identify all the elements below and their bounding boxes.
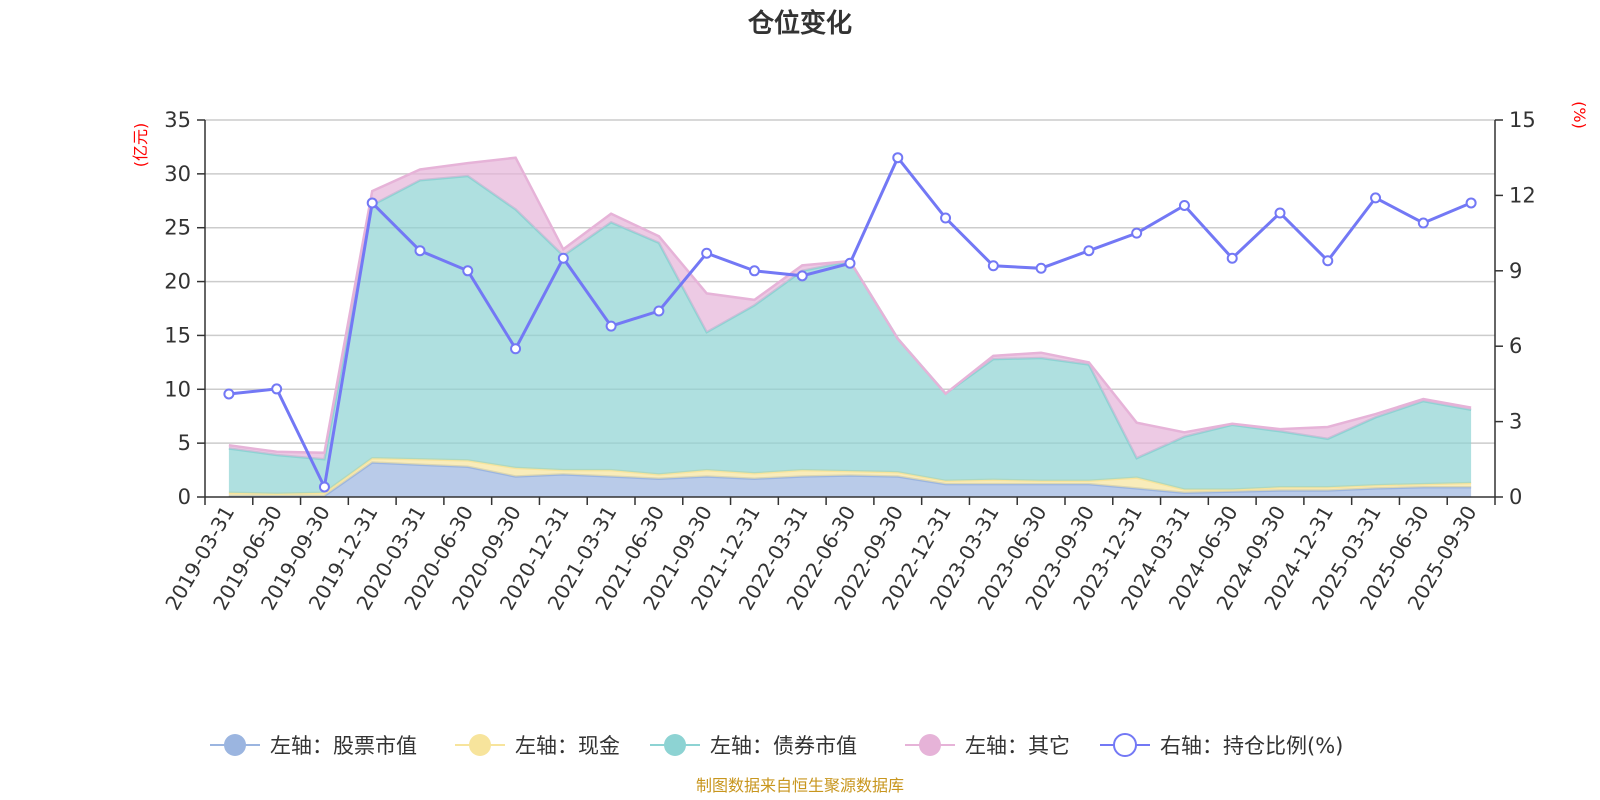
area-左轴：股票市值 xyxy=(228,462,1472,497)
left-axis-tick-label: 25 xyxy=(164,216,191,240)
right-axis-tick-label: 9 xyxy=(1509,259,1522,283)
legend-circle-marker xyxy=(469,734,491,756)
legend-item[interactable]: 右轴：持仓比例(%) xyxy=(1100,733,1343,758)
right-axis-tick-label: 0 xyxy=(1509,485,1522,509)
chart-title: 仓位变化 xyxy=(747,8,852,39)
holding-ratio-point[interactable] xyxy=(605,320,617,332)
holding-ratio-point[interactable] xyxy=(318,481,330,493)
right-axis-tick-label: 12 xyxy=(1509,183,1536,207)
holding-ratio-point[interactable] xyxy=(414,245,426,257)
left-axis-tick-label: 30 xyxy=(164,162,191,186)
legend-item[interactable]: 左轴：债券市值 xyxy=(650,734,857,758)
legend-label: 左轴：债券市值 xyxy=(710,734,857,758)
holding-ratio-point[interactable] xyxy=(1274,207,1286,219)
left-axis-tick-label: 20 xyxy=(164,270,191,294)
left-axis-tick-label: 5 xyxy=(178,431,191,455)
legend-circle-marker xyxy=(1113,733,1137,757)
holding-ratio-point[interactable] xyxy=(1035,262,1047,274)
legend-circle-marker xyxy=(664,734,686,756)
holding-ratio-point[interactable] xyxy=(653,305,665,317)
legend: 左轴：股票市值 左轴：现金 左轴：债券市值 左轴：其它 右轴：持仓比例(%) xyxy=(210,733,1343,758)
area-左轴：债券市值 xyxy=(228,176,1472,494)
legend-label: 右轴：持仓比例(%) xyxy=(1160,734,1343,758)
legend-circle-marker xyxy=(919,734,941,756)
holding-ratio-point[interactable] xyxy=(1131,227,1143,239)
right-axis-tick-label: 3 xyxy=(1509,410,1522,434)
holding-ratio-point[interactable] xyxy=(557,252,569,264)
left-axis-tick-label: 35 xyxy=(164,108,191,132)
holding-ratio-point[interactable] xyxy=(510,343,522,355)
left-axis-tick-label: 10 xyxy=(164,377,191,401)
holding-ratio-point[interactable] xyxy=(748,265,760,277)
holding-ratio-point[interactable] xyxy=(1322,255,1334,267)
holding-ratio-point[interactable] xyxy=(940,212,952,224)
area-左轴：其它 xyxy=(228,157,1472,460)
holding-ratio-point[interactable] xyxy=(1465,197,1477,209)
legend-item[interactable]: 左轴：现金 xyxy=(455,734,620,758)
holding-ratio-point[interactable] xyxy=(1178,199,1190,211)
holding-ratio-point[interactable] xyxy=(223,388,235,400)
legend-circle-marker xyxy=(224,734,246,756)
stacked-areas xyxy=(228,156,1472,498)
right-axis-tick-label: 15 xyxy=(1509,108,1536,132)
right-axis-unit: (%) xyxy=(1570,101,1589,129)
legend-label: 左轴：现金 xyxy=(515,734,620,758)
holding-ratio-line xyxy=(223,152,1477,493)
holding-ratio-point[interactable] xyxy=(1417,217,1429,229)
holding-ratio-point[interactable] xyxy=(892,152,904,164)
holding-ratio-point[interactable] xyxy=(1083,245,1095,257)
legend-item[interactable]: 左轴：其它 xyxy=(905,734,1070,758)
left-axis-unit: (亿元) xyxy=(131,123,150,168)
holding-ratio-point[interactable] xyxy=(796,270,808,282)
area-左轴：现金 xyxy=(228,458,1472,496)
holding-ratio-point[interactable] xyxy=(844,257,856,269)
holding-ratio-point[interactable] xyxy=(271,383,283,395)
data-source-note: 制图数据来自恒生聚源数据库 xyxy=(696,776,904,795)
right-axis-tick-label: 6 xyxy=(1509,334,1522,358)
holding-ratio-point[interactable] xyxy=(987,260,999,272)
holding-ratio-point[interactable] xyxy=(1226,252,1238,264)
left-axis-tick-label: 15 xyxy=(164,323,191,347)
legend-label: 左轴：其它 xyxy=(965,734,1070,758)
holding-ratio-point[interactable] xyxy=(701,247,713,259)
left-axis-tick-label: 0 xyxy=(178,485,191,509)
legend-item[interactable]: 左轴：股票市值 xyxy=(210,734,417,758)
holding-ratio-point[interactable] xyxy=(1370,192,1382,204)
holding-ratio-point[interactable] xyxy=(366,197,378,209)
holding-ratio-point[interactable] xyxy=(462,265,474,277)
legend-label: 左轴：股票市值 xyxy=(270,734,417,758)
